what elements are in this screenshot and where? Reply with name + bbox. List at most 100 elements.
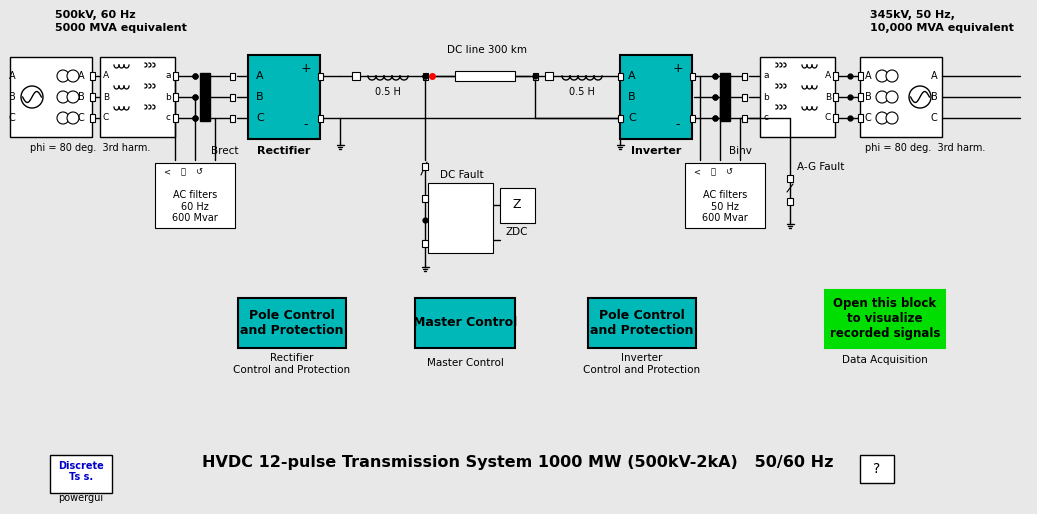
Text: Binv: Binv (729, 146, 752, 156)
Text: 0.5 H: 0.5 H (375, 87, 401, 97)
Bar (787, 175, 793, 182)
Bar (617, 72, 622, 80)
Bar (422, 240, 428, 247)
Text: Rectifier: Rectifier (257, 146, 311, 156)
Bar (248, 55, 320, 139)
Text: ⦿: ⦿ (180, 168, 186, 176)
Text: +: + (301, 63, 311, 76)
Text: Inverter: Inverter (630, 146, 681, 156)
Text: powergui: powergui (58, 493, 104, 503)
Bar (422, 195, 428, 202)
Bar (415, 298, 515, 348)
Text: +: + (673, 63, 683, 76)
Text: B: B (930, 92, 937, 102)
Text: Master Control: Master Control (426, 358, 503, 368)
Text: Control and Protection: Control and Protection (233, 365, 351, 375)
Text: A: A (103, 71, 109, 81)
Text: A: A (8, 71, 16, 81)
Text: A: A (825, 71, 831, 81)
Text: B: B (256, 92, 263, 102)
Text: DC Fault: DC Fault (440, 170, 484, 180)
Circle shape (886, 70, 898, 82)
Bar (588, 298, 696, 348)
Bar (741, 115, 747, 121)
Text: Open this block
to visualize
recorded signals: Open this block to visualize recorded si… (830, 298, 941, 340)
Text: AC filters
60 Hz
600 Mvar: AC filters 60 Hz 600 Mvar (172, 190, 218, 223)
Bar (455, 71, 515, 81)
Text: C: C (78, 113, 84, 123)
Bar (422, 72, 427, 80)
Text: 0.5 H: 0.5 H (569, 87, 595, 97)
Bar (89, 93, 94, 101)
Bar (428, 183, 493, 253)
Text: Data Acquisition: Data Acquisition (842, 355, 928, 365)
Text: A: A (628, 71, 636, 81)
Text: A: A (930, 71, 937, 81)
Bar (787, 198, 793, 205)
Bar (833, 114, 838, 122)
Text: b: b (763, 93, 768, 101)
Bar (10, 57, 92, 137)
Circle shape (57, 91, 69, 103)
Text: C: C (824, 114, 831, 122)
Text: Brect: Brect (212, 146, 239, 156)
Bar (50, 455, 112, 493)
Text: -: - (304, 119, 308, 132)
Bar (229, 94, 234, 101)
Text: DC line 300 km: DC line 300 km (447, 45, 527, 55)
Bar (858, 114, 863, 122)
Circle shape (876, 112, 888, 124)
Bar (860, 57, 942, 137)
Bar (741, 94, 747, 101)
Text: <: < (694, 168, 701, 176)
Bar (760, 57, 835, 137)
Bar (100, 57, 175, 137)
Text: 345kV, 50 Hz,: 345kV, 50 Hz, (870, 10, 955, 20)
Circle shape (876, 91, 888, 103)
Text: B: B (628, 92, 636, 102)
Text: Pole Control
and Protection: Pole Control and Protection (241, 309, 343, 337)
Bar (89, 72, 94, 80)
Bar (229, 72, 234, 80)
Text: C: C (865, 113, 871, 123)
Circle shape (67, 91, 79, 103)
Bar (317, 115, 323, 121)
Bar (172, 72, 177, 80)
Text: B: B (78, 92, 84, 102)
Text: a: a (165, 71, 171, 81)
Bar (500, 188, 535, 223)
Bar (533, 72, 537, 80)
Bar (617, 115, 622, 121)
Text: 500kV, 60 Hz: 500kV, 60 Hz (55, 10, 136, 20)
Text: 5000 MVA equivalent: 5000 MVA equivalent (55, 23, 187, 33)
Text: Rectifier: Rectifier (271, 353, 313, 363)
Text: B: B (103, 93, 109, 101)
Bar (858, 93, 863, 101)
Text: Z: Z (512, 198, 522, 211)
Text: -: - (676, 119, 680, 132)
Bar (741, 72, 747, 80)
Text: Pole Control
and Protection: Pole Control and Protection (590, 309, 694, 337)
Text: 10,000 MVA equivalent: 10,000 MVA equivalent (870, 23, 1014, 33)
Bar (422, 163, 428, 170)
Circle shape (67, 112, 79, 124)
Text: ↺: ↺ (196, 168, 202, 176)
Text: A: A (865, 71, 871, 81)
Bar (239, 298, 346, 348)
Text: Discrete: Discrete (58, 461, 104, 471)
Bar (89, 114, 94, 122)
Circle shape (886, 91, 898, 103)
Bar (352, 72, 360, 80)
Text: C: C (628, 113, 636, 123)
Circle shape (886, 112, 898, 124)
Text: B: B (8, 92, 16, 102)
Circle shape (21, 86, 43, 108)
Text: Control and Protection: Control and Protection (584, 365, 701, 375)
Bar (229, 115, 234, 121)
Text: B: B (825, 93, 831, 101)
Bar (833, 93, 838, 101)
Text: B: B (865, 92, 871, 102)
Bar (172, 93, 177, 101)
Text: c: c (166, 114, 170, 122)
Text: b: b (165, 93, 171, 101)
